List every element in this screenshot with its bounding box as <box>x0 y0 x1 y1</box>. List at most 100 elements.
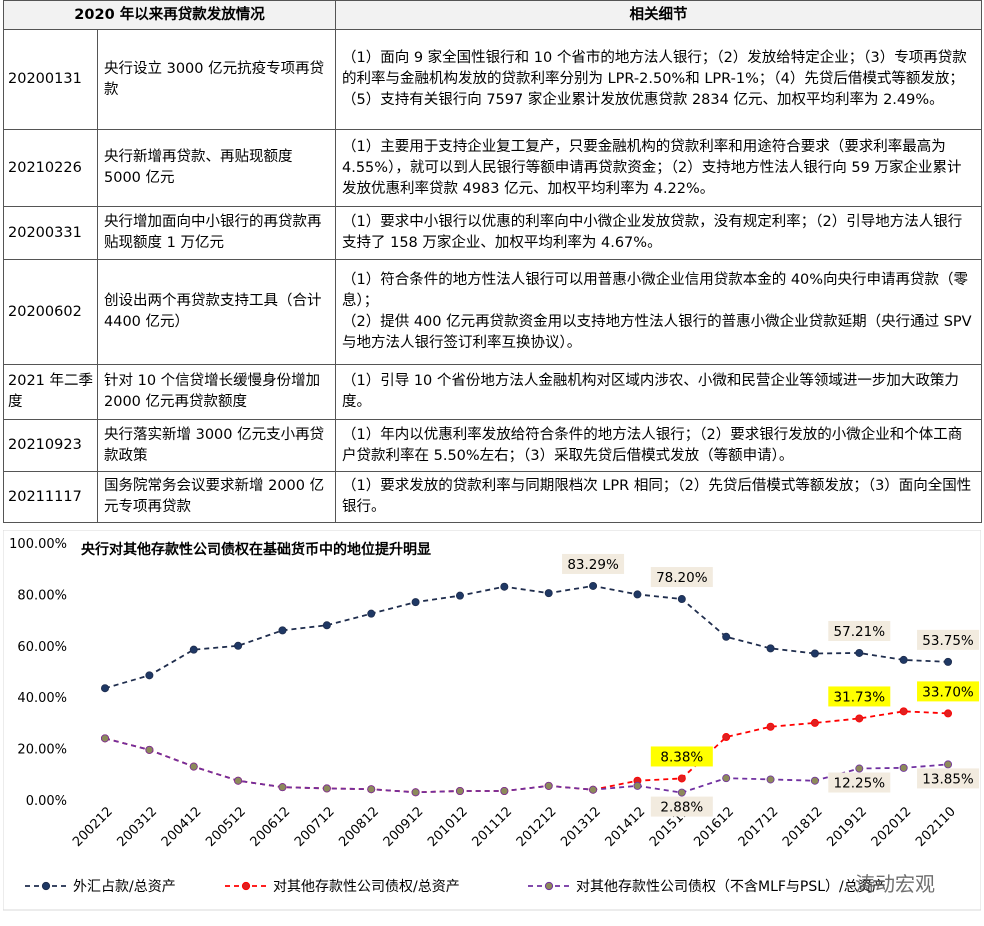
date-cell: 20200331 <box>3 206 98 260</box>
y-tick-label: 100.00% <box>9 537 67 552</box>
marker <box>145 745 154 754</box>
marker <box>589 785 598 794</box>
legend-label: 对其他存款性公司债权/总资产 <box>273 879 460 895</box>
marker <box>722 632 731 641</box>
legend-marker <box>41 881 51 891</box>
marker <box>455 591 464 600</box>
detail-cell: （1）符合条件的地方性法人银行可以用普惠小微企业信用贷款本金的 40%向央行申请… <box>335 259 982 365</box>
event-cell: 创设出两个再贷款支持工具（合计 4400 亿元） <box>97 259 336 365</box>
y-tick-label: 60.00% <box>17 640 67 655</box>
marker <box>544 781 553 790</box>
marker <box>899 707 908 716</box>
chart: 央行对其他存款性公司债权在基础货币中的地位提升明显 0.00% 20.00% 40.0… <box>3 530 981 911</box>
label-box <box>828 620 891 641</box>
detail-text: （2）提供 400 亿元再贷款资金用以支持地方性法人银行的普惠小微企业贷款延期（… <box>342 314 972 351</box>
detail-text: （1）年内以优惠利率发放给符合条件的地方法人银行；（2）要求银行发放的小微企业和… <box>342 426 963 464</box>
detail-text: （1）主要用于支持企业复工复产，只要金融机构的贷款利率和用途符合要求（要求利率最… <box>342 138 962 197</box>
marker <box>101 684 110 693</box>
marker <box>411 598 420 607</box>
marker <box>766 644 775 653</box>
table-row: 20211117 国务院常务会议要求新增 2000 亿元专项再贷款 （1）要求发放的… <box>3 471 982 523</box>
y-tick-label: 0.00% <box>26 794 67 809</box>
marker <box>145 671 154 680</box>
date-cell: 20210226 <box>3 129 98 207</box>
marker <box>189 645 198 654</box>
value-label: 53.75% <box>922 633 974 649</box>
marker <box>855 648 864 657</box>
label-box <box>917 768 980 789</box>
table-row: 2021 年二季度 针对 10 个信贷增长缓慢身份增加 2000 亿元再贷款额度（… <box>3 364 982 420</box>
marker <box>455 787 464 796</box>
marker <box>766 722 775 731</box>
marker <box>189 762 198 771</box>
header-row: 2020 年以来再贷款发放情况 相关细节 <box>3 0 982 30</box>
value-label: 78.20% <box>656 570 708 586</box>
detail-cell: （1）引导 10 个省份地方法人金融机构对区域内涉农、小微和民营企业等领域进一步… <box>335 364 982 420</box>
legend-item: 对其他存款性公司债权（不含MLF与PSL）/总资产 <box>528 879 886 895</box>
header-cell: 2020 年以来再贷款发放情况 <box>3 0 336 30</box>
event-cell: 国务院常务会议要求新增 2000 亿元专项再贷款 <box>97 471 336 523</box>
marker <box>722 733 731 742</box>
marker <box>810 776 819 785</box>
label-box <box>650 567 713 588</box>
marker <box>899 655 908 664</box>
table-row: 20210923 央行落实新增 3000 亿元支小再贷款政策 （1）年内以优惠利率发… <box>3 419 982 472</box>
legend-marker <box>241 881 251 891</box>
label-box <box>828 772 891 793</box>
label-box <box>650 746 713 767</box>
marker <box>322 621 331 630</box>
value-label: 2.88% <box>660 800 703 816</box>
event-cell: 央行落实新增 3000 亿元支小再贷款政策 <box>97 419 336 472</box>
label-box <box>917 629 980 650</box>
marker <box>411 788 420 797</box>
detail-cell: （1）要求中小银行以优惠的利率向中小微企业发放贷款，没有规定利率；（2）引导地方… <box>335 206 982 260</box>
y-tick-label: 40.00% <box>17 691 67 706</box>
event-cell: 针对 10 个信贷增长缓慢身份增加 2000 亿元再贷款额度 <box>97 364 336 420</box>
value-label: 12.25% <box>834 776 886 792</box>
marker <box>500 787 509 796</box>
loan-table: 2020 年以来再贷款发放情况 相关细节 20200131 央行设立 3000 亿… <box>3 0 982 523</box>
detail-text: （1）符合条件的地方性法人银行可以用普惠小微企业信用贷款本金的 40%向央行申请… <box>342 272 969 309</box>
table-row: 20200131 央行设立 3000 亿元抗疫专项再贷款 （1）面向 9 家全国性银… <box>3 29 982 130</box>
marker <box>367 785 376 794</box>
label-box <box>562 553 625 574</box>
series-line <box>104 737 949 794</box>
event-cell: 央行新增再贷款、再贴现额度 5000 亿元 <box>97 129 336 207</box>
detail-cell: （1）年内以优惠利率发放给符合条件的地方法人银行；（2）要求银行发放的小微企业和… <box>335 419 982 472</box>
detail-text: （1）要求发放的贷款利率与同期限档次 LPR 相同；（2）先贷后借模式等额发放；… <box>342 478 972 515</box>
marker <box>544 589 553 598</box>
marker <box>944 657 953 666</box>
legend-label: 对其他存款性公司债权（不含MLF与PSL）/总资产 <box>576 879 886 895</box>
header-cell: 相关细节 <box>335 0 982 30</box>
date-cell: 20200131 <box>3 29 98 130</box>
y-tick-label: 20.00% <box>17 743 67 758</box>
date-cell: 20211117 <box>3 471 98 523</box>
marker <box>234 641 243 650</box>
table-row: 20210226 央行新增再贷款、再贴现额度 5000 亿元 （1）主要用于支持企业… <box>3 129 982 207</box>
marker <box>855 714 864 723</box>
chart-frame <box>3 530 981 911</box>
marker <box>855 764 864 773</box>
detail-text: （1）引导 10 个省份地方法人金融机构对区域内涉农、小微和民营企业等领域进一步… <box>342 373 959 410</box>
watermark: 涛动宏观 <box>855 872 935 896</box>
value-label: 33.70% <box>922 684 974 700</box>
event-cell: 央行增加面向中小银行的再贷款再贴现额度 1 万亿元 <box>97 206 336 260</box>
value-label: 83.29% <box>567 557 619 573</box>
table-row: 20200331 央行增加面向中小银行的再贷款再贴现额度 1 万亿元 （1）要求中小… <box>3 206 982 260</box>
legend-item: 对其他存款性公司债权/总资产 <box>225 879 460 895</box>
event-cell: 央行设立 3000 亿元抗疫专项再贷款 <box>97 29 336 130</box>
detail-text: （1）面向 9 家全国性银行和 10 个省市的地方法人银行；（2）发放给特定企业… <box>342 50 967 108</box>
value-label: 31.73% <box>834 689 886 705</box>
legend-label: 外汇占款/总资产 <box>73 879 176 895</box>
value-label: 8.38% <box>660 749 703 765</box>
table-row: 20200602 创设出两个再贷款支持工具（合计 4400 亿元） （1）符合条件的… <box>3 259 982 365</box>
marker <box>944 709 953 718</box>
detail-text: （1）要求中小银行以优惠的利率向中小微企业发放贷款，没有规定利率；（2）引导地方… <box>342 214 963 251</box>
value-label: 57.21% <box>834 624 886 640</box>
legend-item: 外汇占款/总资产 <box>25 879 176 895</box>
marker <box>899 763 908 772</box>
marker <box>766 775 775 784</box>
label-box <box>828 686 891 707</box>
chart-title: 央行对其他存款性公司债权在基础货币中的地位提升明显 <box>81 541 431 558</box>
marker <box>101 734 110 743</box>
